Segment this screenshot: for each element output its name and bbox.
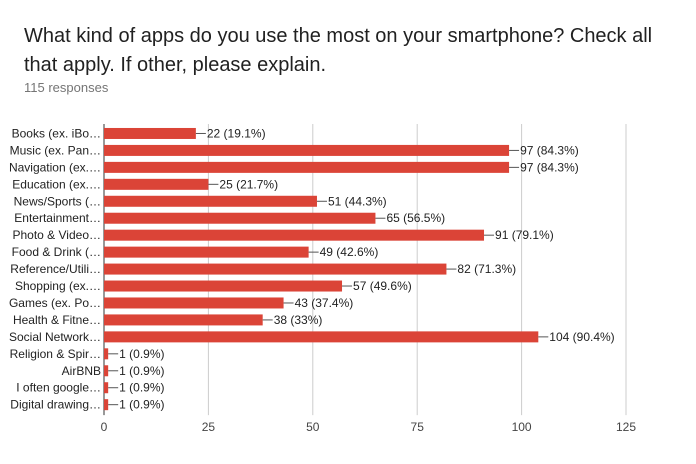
category-label: I often google… bbox=[16, 381, 101, 395]
bar bbox=[104, 144, 510, 156]
category-label: News/Sports (… bbox=[14, 194, 101, 208]
value-label: 1 (0.9%) bbox=[119, 381, 164, 395]
category-label: Photo & Video… bbox=[12, 228, 101, 242]
value-label: 97 (84.3%) bbox=[520, 160, 579, 174]
category-label: AirBNB bbox=[62, 364, 101, 378]
x-tick-label: 25 bbox=[202, 420, 216, 434]
x-tick-label: 75 bbox=[411, 420, 425, 434]
value-label: 1 (0.9%) bbox=[119, 398, 164, 412]
value-label: 65 (56.5%) bbox=[386, 211, 445, 225]
category-label: Education (ex.… bbox=[12, 177, 101, 191]
value-label: 82 (71.3%) bbox=[457, 262, 516, 276]
category-label: Books (ex. iBo… bbox=[12, 126, 101, 140]
value-label: 91 (79.1%) bbox=[495, 228, 554, 242]
bar bbox=[104, 246, 309, 258]
category-label: Navigation (ex.… bbox=[9, 160, 101, 174]
bar bbox=[104, 229, 485, 241]
category-label: Music (ex. Pan… bbox=[10, 143, 101, 157]
x-tick-label: 125 bbox=[616, 420, 636, 434]
value-label: 1 (0.9%) bbox=[119, 347, 164, 361]
bar bbox=[104, 348, 109, 360]
category-label: Shopping (ex.… bbox=[15, 279, 101, 293]
value-label: 51 (44.3%) bbox=[328, 194, 387, 208]
x-tick-label: 100 bbox=[512, 420, 532, 434]
bar bbox=[104, 263, 447, 275]
bar bbox=[104, 314, 263, 326]
category-label: Food & Drink (… bbox=[12, 245, 101, 259]
value-label: 49 (42.6%) bbox=[320, 245, 379, 259]
x-tick-label: 50 bbox=[306, 420, 320, 434]
bar bbox=[104, 195, 317, 207]
value-label: 22 (19.1%) bbox=[207, 126, 266, 140]
category-label: Religion & Spir… bbox=[10, 347, 101, 361]
x-tick-label: 0 bbox=[101, 420, 108, 434]
category-label: Health & Fitne… bbox=[13, 313, 101, 327]
bar bbox=[104, 280, 343, 292]
bar bbox=[104, 161, 510, 173]
bar bbox=[104, 297, 284, 309]
value-label: 25 (21.7%) bbox=[219, 177, 278, 191]
value-label: 57 (49.6%) bbox=[353, 279, 412, 293]
bar bbox=[104, 382, 109, 394]
value-label: 1 (0.9%) bbox=[119, 364, 164, 378]
bar bbox=[104, 127, 196, 139]
category-label: Entertainment… bbox=[14, 211, 101, 225]
response-count: 115 responses bbox=[24, 80, 109, 95]
bar bbox=[104, 399, 109, 411]
bar bbox=[104, 331, 539, 343]
category-label: Games (ex. Po… bbox=[9, 296, 101, 310]
value-label: 38 (33%) bbox=[274, 313, 323, 327]
question-title: What kind of apps do you use the most on… bbox=[24, 25, 653, 76]
value-label: 43 (37.4%) bbox=[295, 296, 354, 310]
category-label: Social Network… bbox=[9, 330, 101, 344]
category-label: Reference/Utili… bbox=[10, 262, 101, 276]
value-label: 104 (90.4%) bbox=[549, 330, 614, 344]
bar bbox=[104, 365, 109, 377]
value-label: 97 (84.3%) bbox=[520, 143, 579, 157]
bar bbox=[104, 178, 209, 190]
category-label: Digital drawing… bbox=[10, 398, 101, 412]
bar bbox=[104, 212, 376, 224]
